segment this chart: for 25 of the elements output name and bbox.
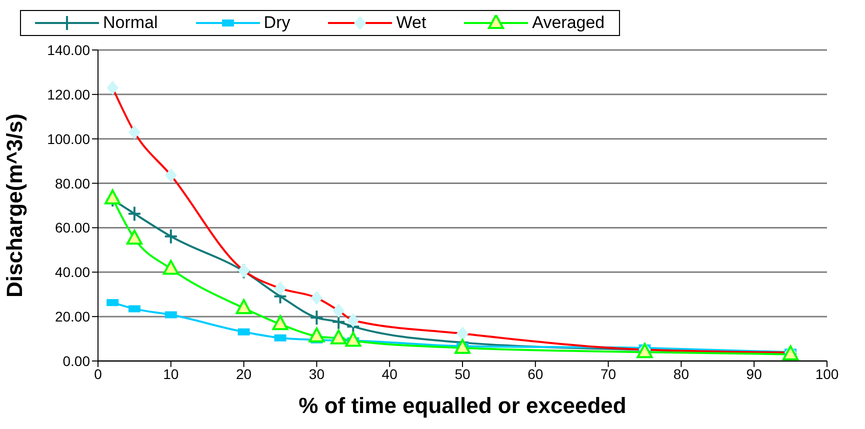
x-tick-label: 40 [382, 366, 398, 382]
x-tick-label: 30 [308, 366, 325, 382]
legend-label: Normal [103, 13, 158, 33]
x-tick-label: 60 [528, 366, 544, 382]
y-tick-label: 120.00 [47, 86, 90, 102]
legend-label: Dry [264, 13, 290, 33]
y-tick-label: 0.00 [62, 352, 90, 369]
x-tick-label: 50 [454, 366, 470, 382]
x-tick-label: 0 [94, 366, 102, 382]
x-tick-label: 90 [746, 366, 762, 382]
y-tick-label: 80.00 [54, 175, 90, 192]
y-tick-label: 40.00 [54, 264, 90, 280]
y-axis-title: Discharge(m^3/s) [2, 113, 27, 298]
y-tick-label: 20.00 [54, 308, 90, 325]
x-axis-title: % of time equalled or exceeded [298, 393, 626, 418]
legend-label: Averaged [532, 13, 605, 33]
x-tick-label: 20 [236, 366, 252, 382]
y-tick-label: 100.00 [47, 130, 90, 147]
legend-label: Wet [396, 13, 426, 33]
x-tick-label: 100 [815, 366, 839, 382]
y-tick-label: 60.00 [54, 220, 90, 236]
x-tick-label: 70 [600, 366, 616, 382]
x-tick-label: 10 [163, 366, 179, 382]
y-tick-label: 140.00 [47, 42, 90, 58]
x-tick-label: 80 [673, 366, 690, 382]
